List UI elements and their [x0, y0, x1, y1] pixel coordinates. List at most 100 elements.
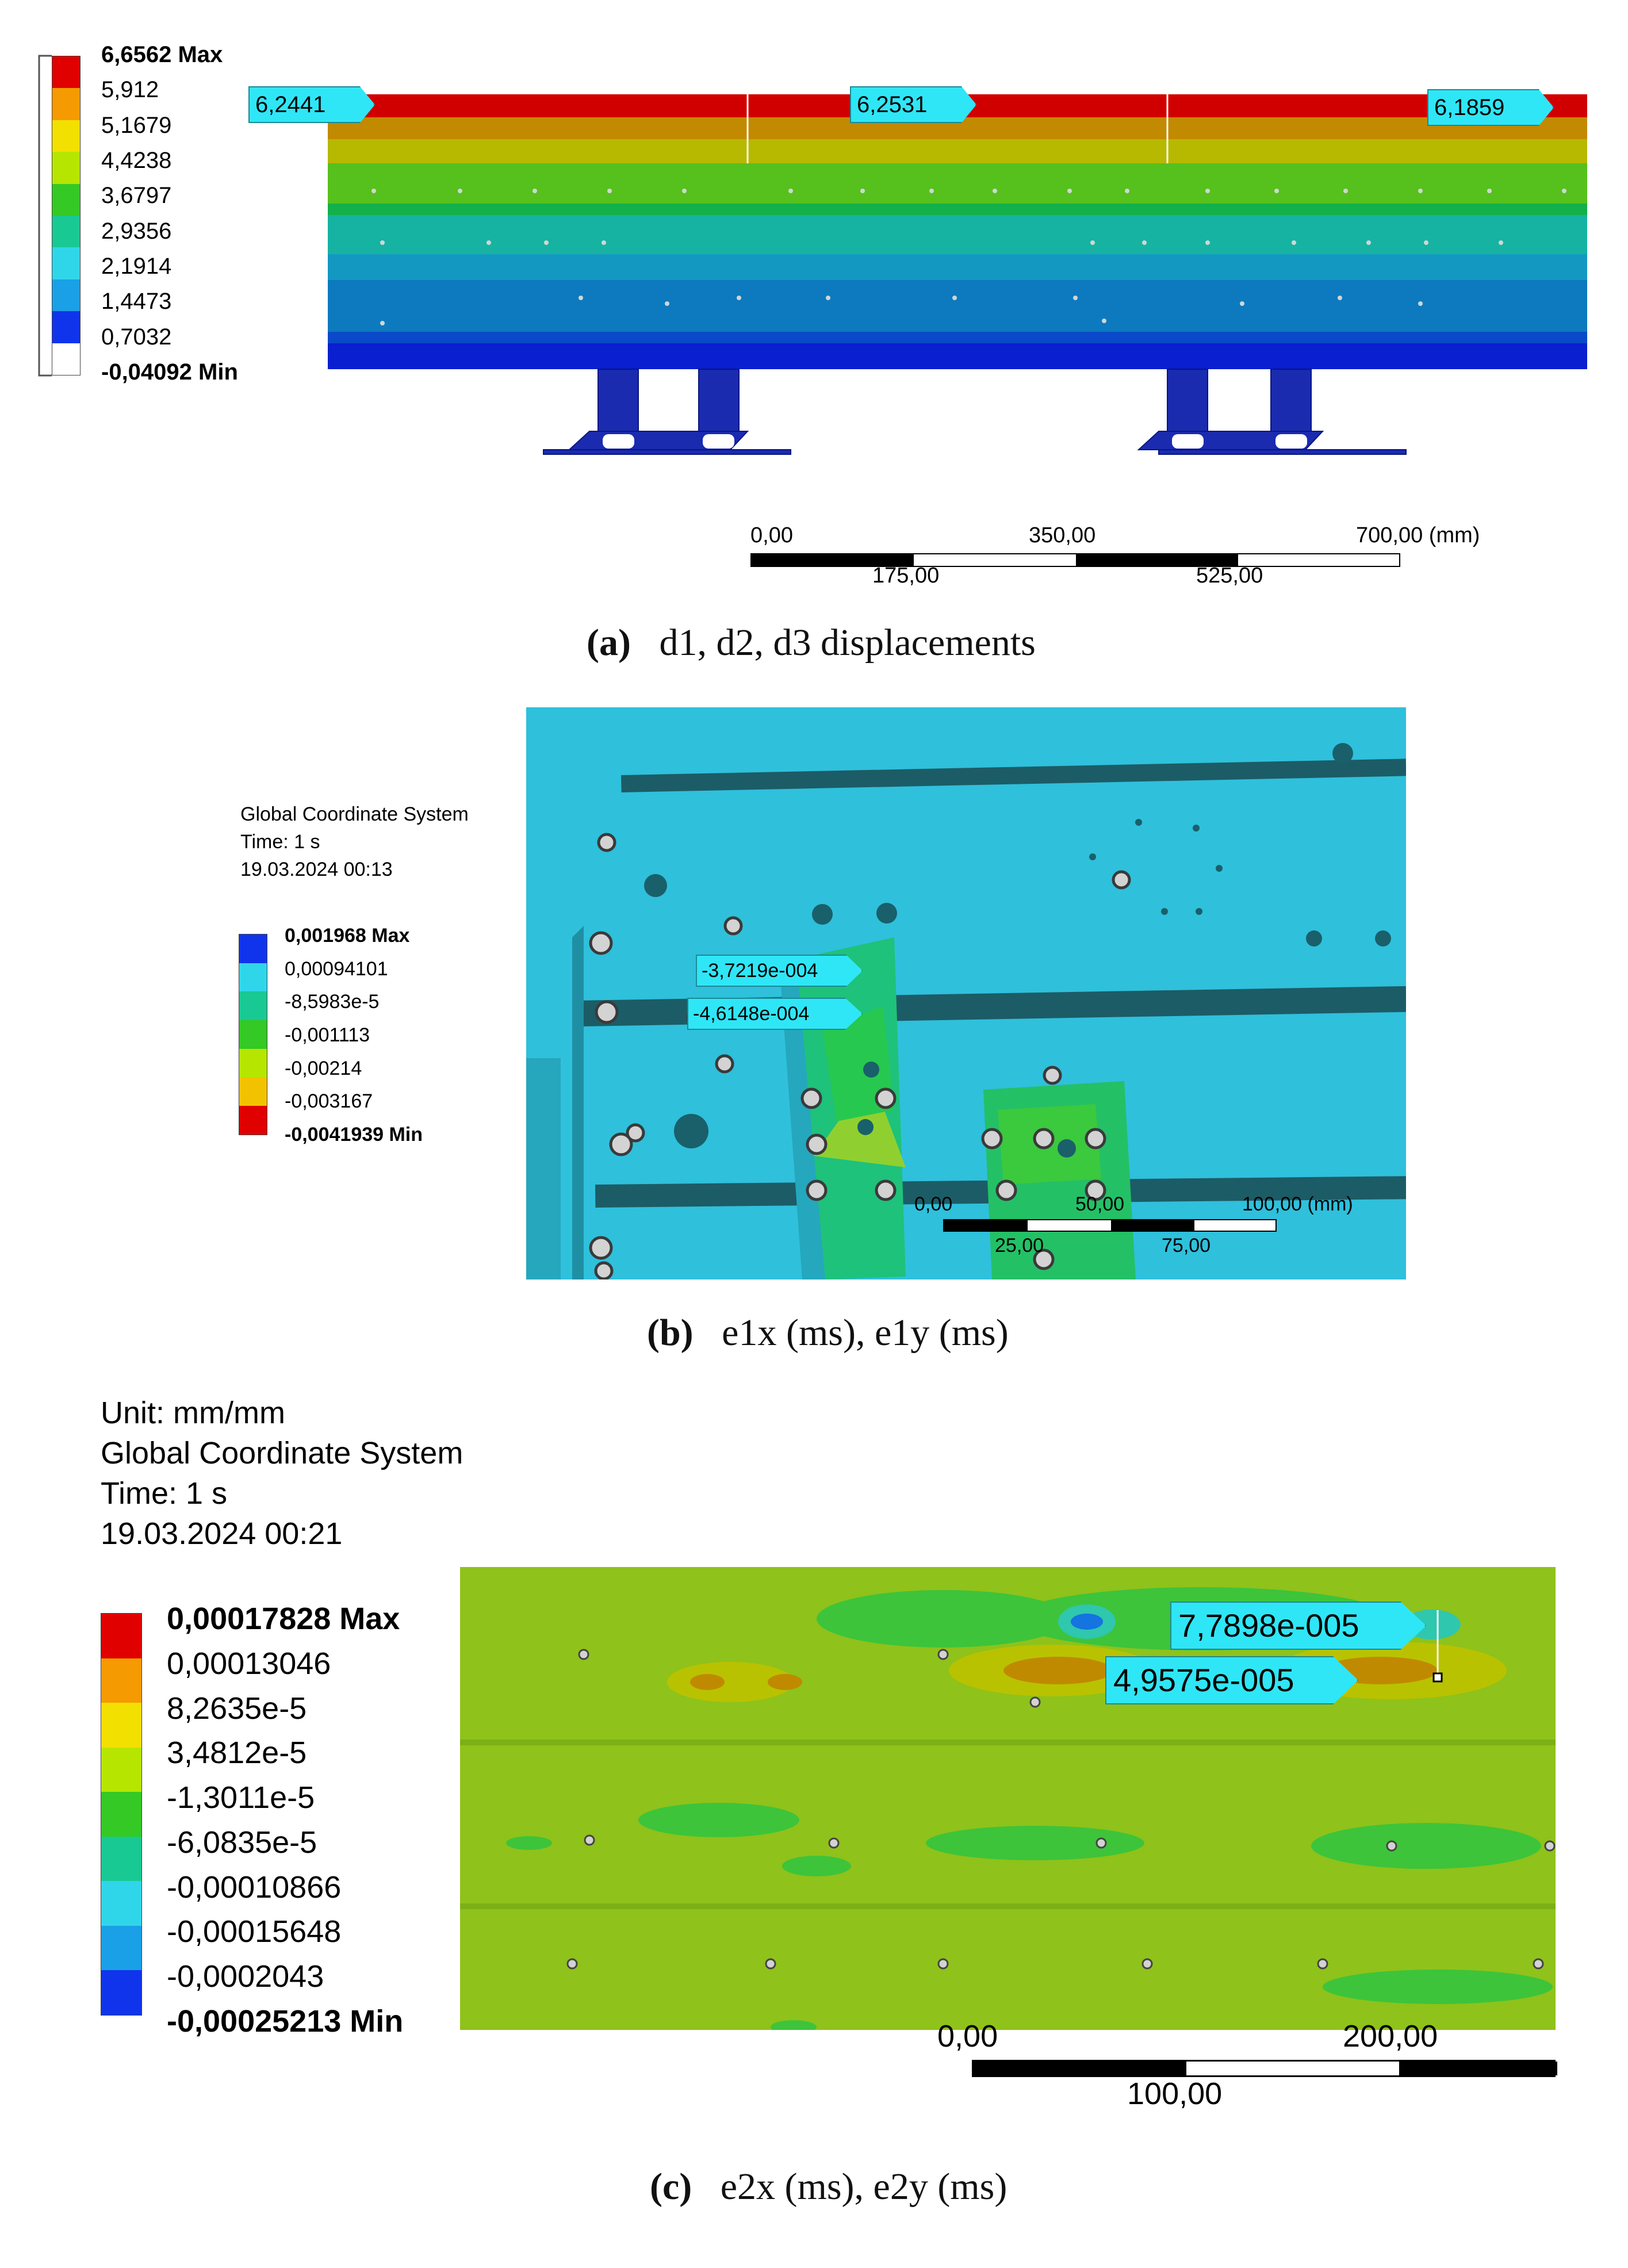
scale-bar-b: 0,00 50,00 100,00 (mm) 25,00 75,00	[914, 1193, 1397, 1262]
probe-label-3: 6,1859	[1427, 89, 1554, 126]
scale-bar-c: 0,00 200,00 100,00	[934, 2018, 1561, 2111]
legend-value-label: -0,04092 Min	[101, 359, 238, 385]
info-line: Time: 1 s	[240, 831, 320, 853]
legend-color-swatch	[52, 152, 80, 184]
legend-c-colorbar	[101, 1613, 142, 2016]
info-line: Global Coordinate System	[101, 1436, 463, 1470]
scale-tick-label: 50,00	[1075, 1193, 1125, 1215]
legend-color-swatch	[239, 991, 267, 1021]
legend-color-swatch	[239, 934, 267, 963]
info-line: Unit: mm/mm	[101, 1396, 285, 1430]
legend-a: 6,6562 Max 5,912 5,1679 4,4238 3,6797 2,9356 2…	[35, 42, 288, 394]
info-line: Time: 1 s	[101, 1476, 228, 1511]
legend-value-label: 0,7032	[101, 324, 172, 350]
info-block-b: Global Coordinate System Time: 1 s 19.03…	[240, 800, 469, 883]
scale-tick-label: 100,00 (mm)	[1242, 1193, 1353, 1215]
legend-value-label: 8,2635e-5	[167, 1691, 307, 1726]
scale-tick-label: 350,00	[1029, 523, 1096, 547]
legend-value-label: 1,4473	[101, 289, 172, 315]
legend-value-label: -0,00010866	[167, 1869, 342, 1905]
legend-c: 0,00017828 Max 0,00013046 8,2635e-5 3,4812e…	[101, 1602, 503, 2039]
scale-tick-label: 75,00	[1162, 1235, 1211, 1256]
legend-color-swatch	[52, 279, 80, 312]
strain-contour-e1	[526, 707, 1407, 1281]
legend-value-label: -6,0835e-5	[167, 1825, 317, 1860]
legend-color-swatch	[239, 1020, 267, 1049]
info-line: 19.03.2024 00:21	[101, 1516, 343, 1551]
scale-tick-label: 175,00	[872, 564, 940, 588]
legend-value-label: -0,003167	[285, 1090, 373, 1113]
probe-label-1: 6,2441	[248, 86, 375, 123]
panel-a: 6,6562 Max 5,912 5,1679 4,4238 3,6797 2,9356 2…	[0, 0, 1628, 690]
legend-color-swatch	[101, 1881, 141, 1926]
legend-value-label: 2,9356	[101, 218, 172, 244]
legend-color-swatch	[101, 1703, 141, 1748]
scale-tick-label: 700,00 (mm)	[1356, 523, 1480, 547]
legend-b-colorbar	[239, 934, 267, 1135]
legend-value-label: -0,0041939 Min	[285, 1124, 423, 1146]
info-line: Global Coordinate System	[240, 803, 469, 825]
legend-color-swatch	[239, 1048, 267, 1078]
legend-value-label: 2,1914	[101, 254, 172, 279]
legend-value-label: 0,00017828 Max	[167, 1602, 400, 1636]
model-a	[328, 92, 1593, 466]
legend-color-swatch	[52, 247, 80, 279]
caption-letter: (b)	[647, 1312, 694, 1354]
legend-value-label: 3,4812e-5	[167, 1736, 307, 1771]
legend-color-swatch	[52, 56, 80, 89]
legend-a-bracket	[38, 55, 52, 377]
scale-tick-label: 25,00	[995, 1235, 1044, 1256]
info-block-c: Unit: mm/mm Global Coordinate System Tim…	[101, 1393, 463, 1554]
scale-tick-label: 0,00	[937, 2019, 998, 2054]
legend-color-swatch	[239, 1106, 267, 1135]
legend-color-swatch	[239, 963, 267, 992]
legend-value-label: 5,1679	[101, 112, 172, 138]
caption-b: (b) e1x (ms), e1y (ms)	[647, 1311, 1009, 1355]
scale-tick-label: 200,00	[1343, 2019, 1438, 2054]
legend-value-label: -1,3011e-5	[167, 1780, 315, 1815]
info-line: 19.03.2024 00:13	[240, 859, 393, 880]
legend-color-swatch	[52, 216, 80, 248]
legend-color-swatch	[239, 1077, 267, 1106]
legend-value-label: 5,912	[101, 77, 159, 103]
legend-color-swatch	[101, 1925, 141, 1971]
legend-color-swatch	[52, 88, 80, 120]
probe-label-1: -3,7219e-004	[696, 955, 863, 987]
legend-b: 0,001968 Max 0,00094101 -8,5983e-5 -0,00111…	[239, 925, 526, 1156]
caption-text: e1x (ms), e1y (ms)	[722, 1312, 1009, 1354]
caption-text: d1, d2, d3 displacements	[659, 622, 1036, 664]
scale-bar-a: 0,00 350,00 700,00 (mm) 175,00 525,00	[750, 523, 1480, 588]
scale-tick-label: 0,00	[750, 523, 793, 547]
legend-value-label: 0,00013046	[167, 1646, 331, 1681]
caption-a: (a) d1, d2, d3 displacements	[587, 621, 1036, 665]
legend-value-label: -8,5983e-5	[285, 991, 380, 1013]
legend-color-swatch	[101, 1970, 141, 2015]
scale-tick-label: 525,00	[1196, 564, 1263, 588]
probe-label-2: 6,2531	[850, 86, 976, 123]
legend-color-swatch	[101, 1658, 141, 1703]
legend-color-swatch	[101, 1836, 141, 1882]
caption-text: e2x (ms), e2y (ms)	[720, 2166, 1008, 2208]
legend-color-swatch	[52, 311, 80, 343]
legend-value-label: 3,6797	[101, 183, 172, 209]
legend-value-label: -0,00015648	[167, 1914, 342, 1949]
panel-b: Global Coordinate System Time: 1 s 19.03…	[0, 702, 1628, 1392]
caption-letter: (a)	[587, 622, 631, 664]
legend-value-label: 0,001968 Max	[285, 925, 410, 947]
scale-segments	[750, 553, 1400, 567]
legend-color-swatch	[101, 1614, 141, 1658]
legend-color-swatch	[101, 1747, 141, 1792]
scale-tick-label: 0,00	[914, 1193, 953, 1215]
legend-color-swatch	[101, 1792, 141, 1837]
displacement-contour	[328, 94, 1587, 455]
legend-value-label: -0,0002043	[167, 1959, 324, 1994]
legend-value-label: 6,6562 Max	[101, 42, 223, 67]
legend-color-swatch	[52, 183, 80, 216]
probe-label-2: 4,9575e-005	[1105, 1656, 1358, 1704]
legend-color-swatch	[52, 120, 80, 152]
legend-a-colorbar	[52, 56, 81, 376]
caption-letter: (c)	[650, 2166, 692, 2208]
legend-value-label: -0,00025213 Min	[167, 2004, 404, 2039]
legend-color-swatch	[52, 343, 80, 375]
scale-segments	[972, 2060, 1557, 2077]
